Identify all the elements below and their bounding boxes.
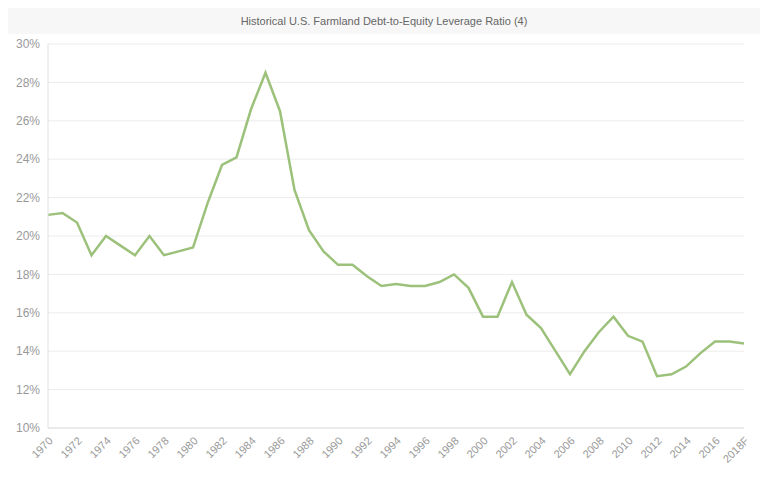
svg-text:2010: 2010 bbox=[609, 434, 635, 460]
svg-text:1986: 1986 bbox=[261, 434, 287, 460]
svg-text:26%: 26% bbox=[16, 114, 40, 128]
svg-text:2016: 2016 bbox=[696, 434, 722, 460]
svg-text:18%: 18% bbox=[16, 268, 40, 282]
svg-text:2000: 2000 bbox=[464, 434, 490, 460]
svg-text:30%: 30% bbox=[16, 37, 40, 51]
svg-text:28%: 28% bbox=[16, 76, 40, 90]
svg-text:1980: 1980 bbox=[174, 434, 200, 460]
svg-text:12%: 12% bbox=[16, 383, 40, 397]
svg-text:2014: 2014 bbox=[667, 434, 693, 460]
svg-text:2018F: 2018F bbox=[720, 434, 751, 465]
svg-text:10%: 10% bbox=[16, 421, 40, 435]
svg-text:1972: 1972 bbox=[58, 434, 84, 460]
svg-text:2008: 2008 bbox=[580, 434, 606, 460]
svg-text:1984: 1984 bbox=[232, 434, 258, 460]
svg-text:20%: 20% bbox=[16, 229, 40, 243]
svg-text:1982: 1982 bbox=[203, 434, 229, 460]
svg-text:22%: 22% bbox=[16, 191, 40, 205]
svg-text:2006: 2006 bbox=[551, 434, 577, 460]
svg-text:2002: 2002 bbox=[493, 434, 519, 460]
svg-text:1990: 1990 bbox=[319, 434, 345, 460]
svg-text:1998: 1998 bbox=[435, 434, 461, 460]
svg-text:1996: 1996 bbox=[406, 434, 432, 460]
svg-text:14%: 14% bbox=[16, 344, 40, 358]
svg-text:2004: 2004 bbox=[522, 434, 548, 460]
svg-text:1992: 1992 bbox=[348, 434, 374, 460]
svg-text:24%: 24% bbox=[16, 152, 40, 166]
svg-text:1976: 1976 bbox=[116, 434, 142, 460]
svg-text:1974: 1974 bbox=[87, 434, 113, 460]
svg-text:1970: 1970 bbox=[29, 434, 55, 460]
svg-text:16%: 16% bbox=[16, 306, 40, 320]
svg-text:1978: 1978 bbox=[145, 434, 171, 460]
svg-text:1994: 1994 bbox=[377, 434, 403, 460]
svg-text:2012: 2012 bbox=[638, 434, 664, 460]
html-text:Historical U.S. Farmland Debt-: Historical U.S. Farmland Debt-to-Equity … bbox=[240, 15, 528, 27]
svg-text:1988: 1988 bbox=[290, 434, 316, 460]
